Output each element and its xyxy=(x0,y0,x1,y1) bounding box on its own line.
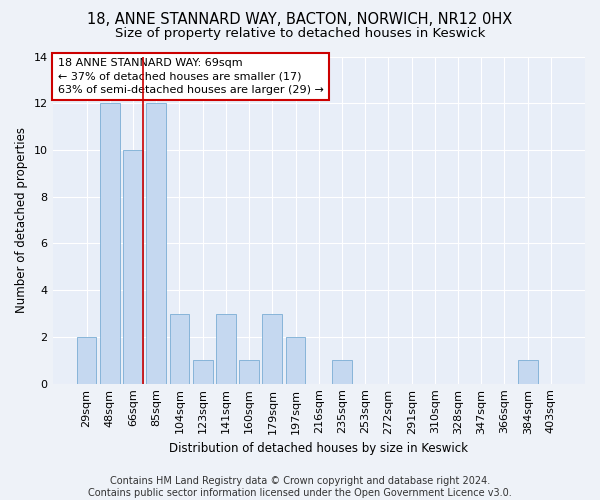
Bar xyxy=(193,360,212,384)
Bar xyxy=(239,360,259,384)
Text: 18, ANNE STANNARD WAY, BACTON, NORWICH, NR12 0HX: 18, ANNE STANNARD WAY, BACTON, NORWICH, … xyxy=(88,12,512,28)
Text: Contains HM Land Registry data © Crown copyright and database right 2024.
Contai: Contains HM Land Registry data © Crown c… xyxy=(88,476,512,498)
X-axis label: Distribution of detached houses by size in Keswick: Distribution of detached houses by size … xyxy=(169,442,468,455)
Bar xyxy=(170,314,190,384)
Bar xyxy=(123,150,143,384)
Bar xyxy=(262,314,282,384)
Y-axis label: Number of detached properties: Number of detached properties xyxy=(15,127,28,313)
Text: 18 ANNE STANNARD WAY: 69sqm
← 37% of detached houses are smaller (17)
63% of sem: 18 ANNE STANNARD WAY: 69sqm ← 37% of det… xyxy=(58,58,324,94)
Bar xyxy=(77,337,97,384)
Bar xyxy=(100,103,119,384)
Text: Size of property relative to detached houses in Keswick: Size of property relative to detached ho… xyxy=(115,28,485,40)
Bar xyxy=(216,314,236,384)
Bar xyxy=(286,337,305,384)
Bar xyxy=(518,360,538,384)
Bar xyxy=(146,103,166,384)
Bar xyxy=(332,360,352,384)
